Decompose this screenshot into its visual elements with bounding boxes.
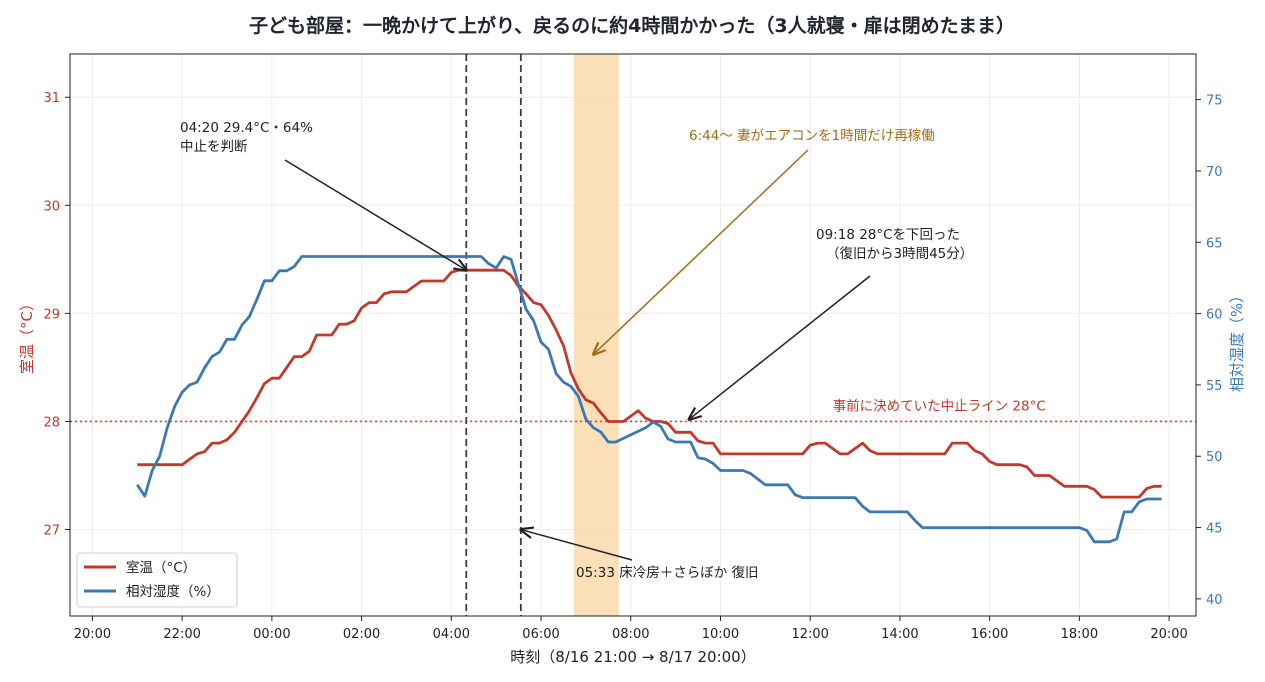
y-right-axis-label: 相対湿度（%） xyxy=(1228,288,1246,392)
x-tick-label: 16:00 xyxy=(971,627,1008,642)
y-right-tick-label: 45 xyxy=(1206,522,1223,537)
y-right-tick-label: 50 xyxy=(1206,450,1223,465)
x-tick-label: 02:00 xyxy=(343,627,380,642)
y-right-tick-label: 70 xyxy=(1206,165,1223,180)
y-right-tick-label: 55 xyxy=(1206,379,1223,394)
x-tick-label: 12:00 xyxy=(791,627,828,642)
x-tick-label: 06:00 xyxy=(522,627,559,642)
x-tick-label: 04:00 xyxy=(433,627,470,642)
y-left-tick-label: 31 xyxy=(43,91,60,106)
y-left-ticks: 27 28 29 30 31 xyxy=(43,91,70,539)
annotation-arrow xyxy=(521,530,633,561)
x-tick-label: 22:00 xyxy=(163,627,200,642)
y-left-axis-label: 室温（°C） xyxy=(18,296,36,374)
y-right-tick-label: 40 xyxy=(1206,593,1223,608)
x-tick-label: 20:00 xyxy=(1150,627,1187,642)
annotation-arrow xyxy=(593,149,809,354)
y-right-tick-label: 75 xyxy=(1206,94,1223,109)
annotation-arrow xyxy=(284,159,466,270)
annotation-text: （復旧から3時間45分） xyxy=(826,245,973,262)
x-tick-label: 00:00 xyxy=(253,627,290,642)
plot-frame xyxy=(69,53,1197,617)
legend: 室温（°C） 相対湿度（%） xyxy=(76,552,238,608)
x-ticks: 20:00 22:00 00:00 02:00 04:00 06:00 08:00 10:00… xyxy=(74,616,1188,642)
y-right-tick-label: 60 xyxy=(1206,308,1223,323)
annotation-text: 中止を判断 xyxy=(180,139,248,155)
y-left-tick-label: 28 xyxy=(43,415,60,430)
x-axis-label: 時刻（8/16 21:00 → 8/17 20:00） xyxy=(510,648,755,666)
annotation-text: 6:44〜 妻がエアコンを1時間だけ再稼働 xyxy=(689,128,935,144)
x-tick-label: 08:00 xyxy=(612,627,649,642)
annotation-text: 09:18 28°Cを下回った xyxy=(816,227,960,243)
y-right-tick-label: 65 xyxy=(1206,236,1223,251)
x-tick-label: 14:00 xyxy=(881,627,918,642)
legend-box xyxy=(76,552,238,608)
aircon-band xyxy=(573,54,619,616)
legend-label-humidity: 相対湿度（%） xyxy=(126,584,220,600)
series-line-temperature xyxy=(137,268,1162,499)
x-tick-label: 20:00 xyxy=(74,627,111,642)
shaded-band-layer xyxy=(573,54,619,616)
series-line-humidity xyxy=(136,255,1162,544)
threshold-layer: 事前に決めていた中止ライン 28°C xyxy=(70,397,1196,423)
grid xyxy=(70,54,1196,616)
x-tick-label: 10:00 xyxy=(702,627,739,642)
series-layer xyxy=(136,255,1162,544)
annotation-arrow xyxy=(689,275,871,419)
legend-label-temp: 室温（°C） xyxy=(126,559,196,576)
chart-title: 子ども部屋：一晩かけて上がり、戻るのに約4時間かかった（3人就寝・扉は閉めたまま… xyxy=(249,14,1015,37)
x-tick-label: 18:00 xyxy=(1061,627,1098,642)
y-right-ticks: 40 45 50 55 60 65 70 75 xyxy=(1196,94,1223,608)
threshold-label: 事前に決めていた中止ライン 28°C xyxy=(833,397,1046,414)
y-left-tick-label: 30 xyxy=(43,199,60,214)
y-left-tick-label: 27 xyxy=(43,524,60,539)
annotation-text: 04:20 29.4°C・64% xyxy=(180,120,313,136)
vertical-lines-layer xyxy=(465,54,522,616)
y-left-tick-label: 29 xyxy=(43,307,60,322)
annotations: 04:20 29.4°C・64% 中止を判断 6:44〜 妻がエアコンを1時間だけ再… xyxy=(180,120,973,581)
annotation-text: 05:33 床冷房＋さらぼか 復旧 xyxy=(576,564,759,581)
